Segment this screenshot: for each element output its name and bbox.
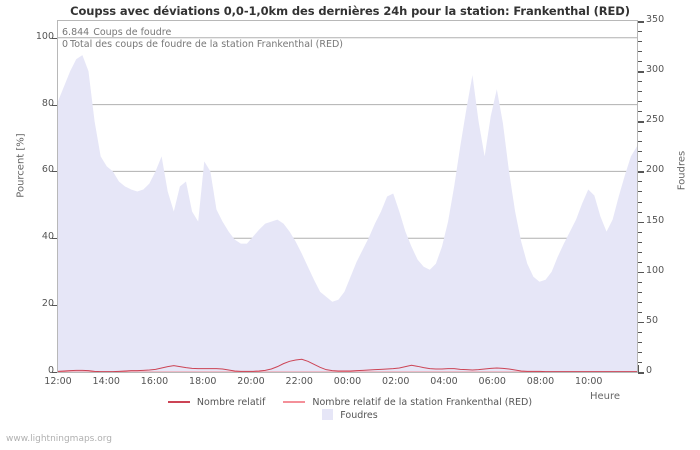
y-axis-right-tick-100: 100 <box>646 264 665 276</box>
x-axis-label: Heure <box>590 391 621 402</box>
y-axis-left-tick-100: 100 <box>35 30 54 42</box>
y-axis-right-tickmark <box>638 101 642 103</box>
y-axis-right-tickmark <box>638 331 642 333</box>
legend-swatch-nombre-relatif <box>167 400 190 403</box>
y-axis-left-tick-0: 0 <box>47 365 54 376</box>
y-axis-right-tickmark <box>638 181 642 183</box>
y-axis-right-tick-300: 300 <box>646 64 665 76</box>
y-axis-left-tick-80: 80 <box>41 97 54 109</box>
y-axis-right-tickmark <box>638 131 642 133</box>
y-axis-left-tick-20: 20 <box>41 298 54 310</box>
x-axis-tick-1600: 16:00 <box>140 376 169 387</box>
y-axis-right-tickmark <box>638 372 644 374</box>
legend-item-nombre-relatif[interactable]: Nombre relatif <box>167 396 266 409</box>
x-axis-tick-0400: 04:00 <box>430 376 458 387</box>
y-axis-right-tickmark <box>638 61 642 63</box>
y-axis-right-tickmark <box>638 111 642 113</box>
legend-row-secondary: Foudres <box>0 409 700 422</box>
y-axis-left-tickmark <box>52 238 57 240</box>
y-axis-left-tick-60: 60 <box>41 164 54 176</box>
x-axis-tick-0600: 06:00 <box>478 376 506 387</box>
y-axis-right-tick-150: 150 <box>646 214 665 226</box>
x-axis-tick-1800: 18:00 <box>189 376 217 387</box>
legend-row-primary: Nombre relatif Nombre relatif de la stati… <box>0 396 700 409</box>
y-axis-left-tickmark <box>52 37 57 39</box>
y-axis-right-tickmark <box>638 51 642 53</box>
y-axis-right-tickmark <box>638 271 644 274</box>
y-axis-right-tickmark <box>638 241 642 243</box>
y-axis-right-tickmark <box>638 31 642 33</box>
y-axis-right-tick-50: 50 <box>646 314 659 326</box>
y-axis-left-tickmark <box>52 305 57 307</box>
y-axis-right-tickmark <box>638 71 644 73</box>
x-axis-tick-0000: 00:00 <box>333 376 362 387</box>
y-axis-right-tickmark <box>638 361 642 363</box>
footer-url: www.lightningmaps.org <box>6 434 112 444</box>
y-axis-right-tickmark <box>638 311 642 313</box>
legend-label-nombre-relatif-station: Nombre relatif de la station Frankenthal… <box>312 397 533 408</box>
annotation-total-strokes-text: Coups de foudre <box>93 27 172 38</box>
chart-legend: Nombre relatif Nombre relatif de la stati… <box>0 396 700 422</box>
x-axis-tick-2200: 22:00 <box>285 376 313 387</box>
y-axis-right-tickmark <box>638 161 642 163</box>
annotation-station-strokes: 0 Total des coups de foudre de la station… <box>62 39 343 50</box>
x-axis-tick-1200: 12:00 <box>44 376 72 387</box>
legend-item-nombre-relatif-station[interactable]: Nombre relatif de la station Frankenthal… <box>283 396 532 409</box>
y-axis-right-tickmark <box>638 301 642 303</box>
y-axis-right-tickmark <box>638 261 642 263</box>
y-axis-right-tickmark <box>638 141 642 143</box>
y-axis-right-tickmark <box>638 211 642 213</box>
x-axis-tick-0800: 08:00 <box>526 376 555 387</box>
annotation-station-strokes-value: 0 <box>62 39 69 50</box>
x-axis-tick-1000: 10:00 <box>575 376 603 387</box>
y-axis-right-tickmark <box>638 221 644 224</box>
y-axis-right-tickmark <box>638 281 642 283</box>
y-axis-right-tick-0: 0 <box>646 365 653 376</box>
legend-label-nombre-relatif: Nombre relatif <box>196 397 266 408</box>
legend-swatch-nombre-relatif-station <box>283 400 306 403</box>
y-axis-left-tickmark <box>52 171 57 173</box>
y-axis-left-tickmark <box>52 104 57 106</box>
y-axis-right-tickmark <box>638 321 644 324</box>
y-axis-right-tickmark <box>638 41 642 43</box>
y-axis-right-tick-350: 350 <box>646 14 665 25</box>
y-axis-right-tickmark <box>638 201 642 203</box>
x-axis-tick-0200: 02:00 <box>382 376 410 387</box>
y-axis-right-tickmark <box>638 91 642 93</box>
plot-canvas <box>58 21 637 372</box>
y-axis-right-tickmark <box>638 191 642 193</box>
annotation-station-strokes-text: Total des coups de foudre de la station … <box>70 39 344 50</box>
y-axis-left-tick-40: 40 <box>41 231 54 243</box>
x-axis-tick-2000: 20:00 <box>237 376 265 387</box>
y-axis-right-tickmark <box>638 81 642 83</box>
y-axis-right-tickmark <box>638 251 642 253</box>
plot-area <box>57 20 638 373</box>
x-axis-tick-1400: 14:00 <box>92 376 120 387</box>
y-axis-right-tickmark <box>638 171 644 173</box>
y-axis-right-tickmark <box>638 231 642 233</box>
y-axis-right-tickmark <box>638 341 642 343</box>
y-axis-right-tickmark <box>638 151 642 153</box>
y-axis-right-tickmark <box>638 121 644 123</box>
legend-label-foudres: Foudres <box>340 410 378 421</box>
y-axis-right-tickmark <box>638 351 642 353</box>
y-axis-right-tickmark <box>638 21 644 23</box>
series-area-foudres <box>58 55 637 372</box>
chart-title: Coupss avec déviations 0,0-1,0km des der… <box>70 4 630 18</box>
annotation-total-strokes: 6.844 Coups de foudre <box>62 27 171 38</box>
y-axis-right-tickmark <box>638 291 642 293</box>
y-axis-right-tick-200: 200 <box>646 164 665 176</box>
series-line-relative <box>58 359 637 371</box>
legend-item-foudres[interactable]: Foudres <box>322 409 378 422</box>
legend-swatch-foudres <box>322 409 334 420</box>
y-axis-left-tickmark <box>52 372 57 373</box>
annotation-total-strokes-value: 6.844 <box>62 27 90 38</box>
y-axis-right-tick-250: 250 <box>646 114 665 126</box>
